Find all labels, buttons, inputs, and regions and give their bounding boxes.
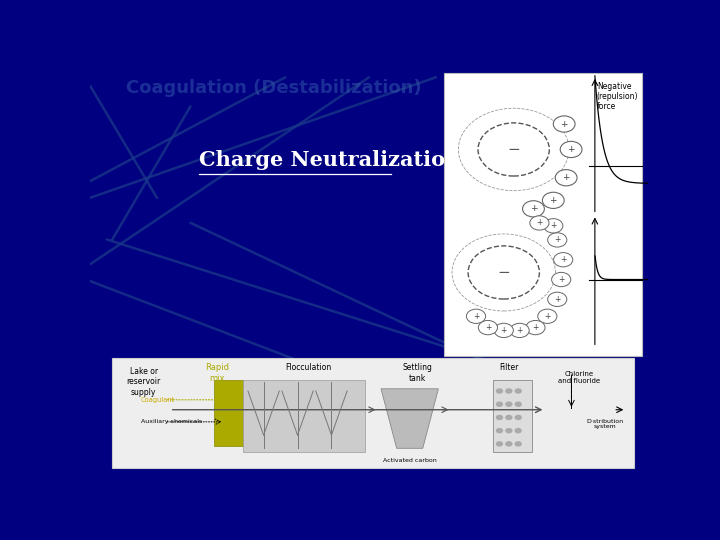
Bar — [493, 380, 532, 451]
Text: +: + — [562, 173, 570, 182]
Polygon shape — [381, 389, 438, 448]
Text: +: + — [485, 323, 491, 332]
Text: +: + — [560, 255, 567, 264]
Circle shape — [553, 116, 575, 132]
Text: Coagulant: Coagulant — [141, 397, 175, 403]
Text: Activated carbon: Activated carbon — [383, 458, 436, 463]
Circle shape — [496, 388, 503, 394]
Bar — [444, 73, 642, 356]
Circle shape — [555, 170, 577, 186]
Bar — [214, 380, 243, 446]
Text: Flocculation: Flocculation — [285, 363, 331, 373]
Circle shape — [505, 388, 513, 394]
Text: +: + — [536, 219, 543, 227]
Bar — [112, 358, 634, 468]
Circle shape — [505, 415, 513, 420]
Circle shape — [494, 323, 513, 338]
Circle shape — [496, 428, 503, 434]
Circle shape — [496, 441, 503, 447]
Circle shape — [552, 272, 571, 287]
Text: Auxiliary chemicals: Auxiliary chemicals — [141, 420, 202, 424]
Text: −: − — [498, 265, 510, 280]
Circle shape — [468, 246, 539, 299]
Text: +: + — [567, 145, 575, 154]
Text: +: + — [530, 204, 537, 213]
Text: Rapid
mix: Rapid mix — [204, 363, 229, 383]
Text: +: + — [550, 221, 557, 230]
Circle shape — [515, 441, 522, 447]
Text: +: + — [544, 312, 551, 321]
Text: +: + — [516, 326, 523, 335]
Circle shape — [496, 415, 503, 420]
Text: +: + — [532, 323, 539, 332]
Text: +: + — [554, 235, 560, 245]
Bar — [243, 380, 365, 451]
Text: +: + — [558, 275, 564, 284]
Text: Lake or
reservoir
supply: Lake or reservoir supply — [127, 367, 161, 396]
Text: Settling
tank: Settling tank — [402, 363, 433, 383]
Text: D·stribution
system: D·stribution system — [587, 418, 624, 429]
Circle shape — [496, 401, 503, 407]
Circle shape — [548, 292, 567, 307]
Text: −: − — [508, 142, 520, 157]
Circle shape — [523, 201, 544, 217]
Circle shape — [542, 192, 564, 208]
Text: Chlorine
and fluoride: Chlorine and fluoride — [558, 371, 600, 384]
Text: Coagulation (Destabilization): Coagulation (Destabilization) — [126, 79, 422, 97]
Text: +: + — [554, 295, 560, 304]
Text: Filter: Filter — [499, 363, 518, 373]
Circle shape — [467, 309, 485, 323]
Circle shape — [554, 253, 573, 267]
Circle shape — [515, 428, 522, 434]
Text: +: + — [560, 119, 568, 129]
Text: +: + — [549, 196, 557, 205]
Circle shape — [515, 388, 522, 394]
Circle shape — [478, 123, 549, 176]
Circle shape — [515, 415, 522, 420]
Text: +: + — [500, 326, 507, 335]
Circle shape — [478, 320, 498, 335]
Circle shape — [538, 309, 557, 323]
Text: +: + — [473, 312, 480, 321]
Text: Charge Neutralization: Charge Neutralization — [199, 151, 460, 171]
Circle shape — [544, 219, 563, 233]
Circle shape — [515, 401, 522, 407]
Circle shape — [505, 441, 513, 447]
Circle shape — [530, 216, 549, 230]
Circle shape — [560, 141, 582, 158]
Circle shape — [505, 428, 513, 434]
Circle shape — [510, 323, 529, 338]
Circle shape — [548, 233, 567, 247]
Text: Negative
(repulsion)
force: Negative (repulsion) force — [597, 82, 639, 111]
Circle shape — [526, 320, 545, 335]
Circle shape — [505, 401, 513, 407]
